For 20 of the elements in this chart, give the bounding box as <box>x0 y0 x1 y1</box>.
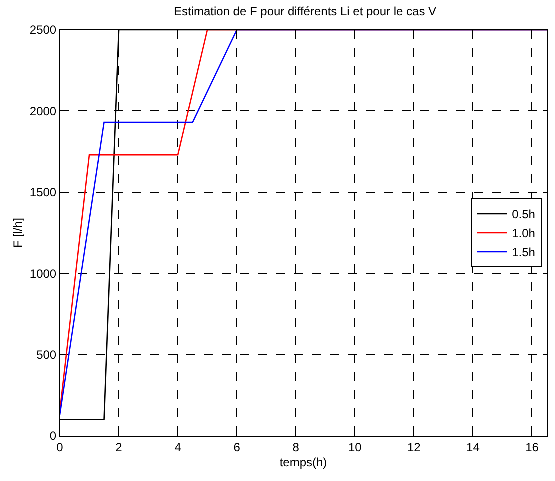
legend-label: 1.0h <box>512 226 536 241</box>
legend-label: 0.5h <box>512 208 536 222</box>
x-tick-label: 16 <box>526 440 540 454</box>
x-tick-label: 4 <box>174 440 182 454</box>
x-tick-label: 14 <box>466 440 480 454</box>
x-tick-label: 8 <box>292 440 300 454</box>
y-axis-title: F [l/h] <box>11 218 26 248</box>
y-tick-label: 500 <box>36 348 57 362</box>
y-tick-label: 1500 <box>30 186 57 200</box>
x-tick-label: 6 <box>234 440 241 454</box>
y-tick-label: 0 <box>50 429 57 444</box>
x-axis-title: temps(h) <box>280 455 328 470</box>
x-tick-label: 2 <box>116 440 123 454</box>
y-tick-label: 2000 <box>30 104 57 118</box>
chart-title: Estimation de F pour différents Li et pour le cas V <box>174 4 437 19</box>
x-tick-label: 10 <box>348 440 362 454</box>
y-tick-label: 1000 <box>30 266 57 281</box>
x-tick-label: 12 <box>408 440 422 454</box>
legend-label: 1.5h <box>512 246 536 260</box>
y-tick-label: 2500 <box>30 23 57 38</box>
